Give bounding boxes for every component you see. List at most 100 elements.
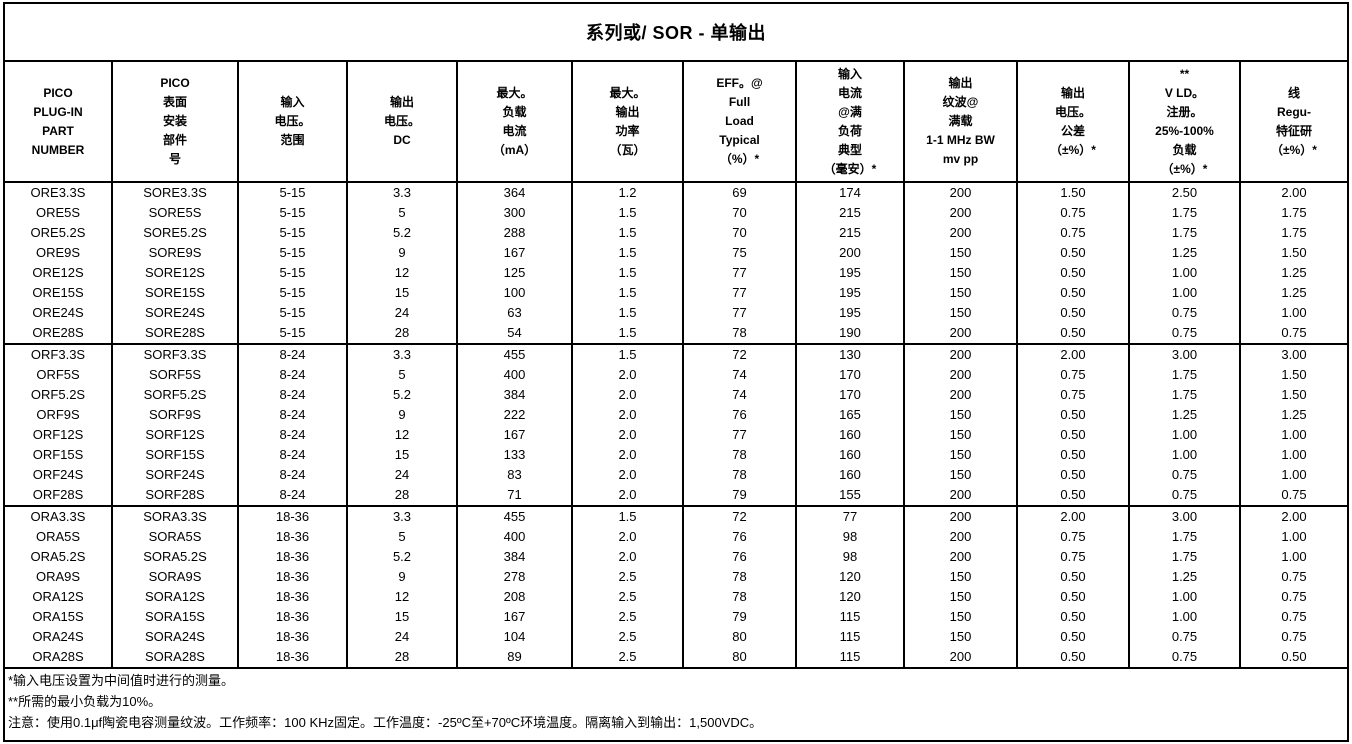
cell-output-ripple: 150 — [903, 567, 1017, 587]
cell-max-load-current: 167 — [456, 243, 572, 263]
cell-output-voltage-dc: 5.2 — [346, 547, 457, 567]
header-line: 号 — [168, 152, 181, 166]
cell-surface-mount-part-number: SORA5.2S — [111, 547, 238, 567]
cell-plug-in-part-number: ORF28S — [32, 487, 84, 502]
header-line: 范围 — [280, 133, 305, 147]
footnotes: *输入电压设置为中间值时进行的测量。 **所需的最小负载为10%。 注意：使用0… — [5, 669, 1347, 740]
cell-max-output-power: 1.5 — [571, 323, 683, 344]
cell-output-voltage-tolerance: 0.50 — [1016, 647, 1129, 668]
cell-max-output-power: 2.5 — [571, 587, 683, 607]
header-line: （毫安）* — [823, 161, 877, 176]
cell-line-regulation: 3.00 — [1239, 344, 1347, 365]
cell-line-regulation: 0.75 — [1239, 607, 1347, 627]
cell-efficiency-full-load: 75 — [682, 243, 796, 263]
cell-load-regulation: 2.50 — [1128, 182, 1240, 203]
cell-max-output-power: 2.0 — [571, 547, 683, 567]
cell-line-regulation: 0.75 — [1239, 567, 1347, 587]
cell-line-regulation: 0.75 — [1239, 587, 1347, 607]
cell-plug-in-part-number: ORA15S — [32, 609, 84, 624]
cell-output-voltage-tolerance: 0.50 — [1016, 485, 1129, 506]
cell-line-regulation: 0.50 — [1239, 647, 1347, 668]
cell-output-voltage-tolerance: 0.75 — [1016, 385, 1129, 405]
cell-line-regulation: 1.75 — [1239, 223, 1347, 243]
header-line: 最大。 — [496, 85, 533, 100]
header-line: 部件 — [162, 133, 187, 147]
cell-output-voltage-tolerance: 0.50 — [1016, 627, 1129, 647]
cell-surface-mount-part-number: SORE15S — [111, 283, 238, 303]
cell-output-voltage-dc: 28 — [346, 323, 457, 344]
cell-max-load-current: 83 — [456, 465, 572, 485]
cell-efficiency-full-load: 76 — [682, 405, 796, 425]
cell-load-regulation: 1.75 — [1128, 365, 1240, 385]
cell-efficiency-full-load: 76 — [682, 547, 796, 567]
header-line: Typical — [719, 133, 760, 147]
header-line: 特征研 — [1275, 123, 1312, 138]
cell-output-voltage-tolerance: 2.00 — [1016, 506, 1129, 527]
cell-line-regulation: 0.75 — [1239, 323, 1347, 344]
cell-line-regulation: 1.50 — [1239, 385, 1347, 405]
cell-efficiency-full-load: 78 — [682, 323, 796, 344]
cell-input-current-full-load: 215 — [795, 203, 904, 223]
cell-input-current-full-load: 98 — [795, 547, 904, 567]
table-row: ORE24S SORE24S 5-15 24 63 1.5 77 195 150 0.50 0.75… — [5, 303, 1347, 323]
cell-output-voltage-dc: 12 — [346, 425, 457, 445]
cell-output-ripple: 150 — [903, 445, 1017, 465]
cell-load-regulation: 1.75 — [1128, 223, 1240, 243]
column-header-plug-in-part-number: PICO PLUG-IN PART NUMBER — [5, 62, 112, 183]
cell-max-output-power: 1.5 — [571, 303, 683, 323]
cell-efficiency-full-load: 80 — [682, 647, 796, 668]
cell-surface-mount-part-number: SORE3.3S — [111, 182, 238, 203]
header-line: 满载 — [948, 114, 973, 128]
cell-plug-in-part-number: ORA28S — [32, 649, 84, 664]
cell-load-regulation: 3.00 — [1128, 506, 1240, 527]
table-row: ORA12S SORA12S 18-36 12 208 2.5 78 120 150 0.50 1.… — [5, 587, 1347, 607]
table-row: ORA28S SORA28S 18-36 28 89 2.5 80 115 200 0.50 0.7… — [5, 647, 1347, 668]
cell-max-load-current: 300 — [456, 203, 572, 223]
cell-surface-mount-part-number: SORE5S — [111, 203, 238, 223]
column-header-output-voltage-dc: 输出 电压。 DC — [346, 62, 457, 183]
column-header-max-load-current: 最大。 负载 电流 （mA） — [456, 62, 572, 183]
cell-max-load-current: 455 — [456, 506, 572, 527]
cell-plug-in-part-number: ORE9S — [35, 245, 81, 260]
cell-input-current-full-load: 115 — [795, 647, 904, 668]
table-row: ORF5.2S SORF5.2S 8-24 5.2 384 2.0 74 170 200 0.75… — [5, 385, 1347, 405]
cell-max-output-power: 2.0 — [571, 485, 683, 506]
header-line: 功率 — [615, 123, 640, 138]
header-line: 电压。 — [274, 114, 311, 128]
cell-line-regulation: 1.00 — [1239, 465, 1347, 485]
page-title: 系列或/ SOR - 单输出 — [5, 4, 1347, 62]
cell-output-voltage-tolerance: 0.50 — [1016, 323, 1129, 344]
cell-load-regulation: 1.75 — [1128, 385, 1240, 405]
cell-output-voltage-dc: 15 — [346, 607, 457, 627]
cell-input-current-full-load: 155 — [795, 485, 904, 506]
cell-input-voltage-range: 18-36 — [237, 567, 347, 587]
cell-load-regulation: 0.75 — [1128, 627, 1240, 647]
cell-output-voltage-dc: 28 — [346, 485, 457, 506]
table-row: ORE15S SORE15S 5-15 15 100 1.5 77 195 150 0.50 1.0… — [5, 283, 1347, 303]
cell-output-ripple: 150 — [903, 283, 1017, 303]
cell-plug-in-part-number: ORF15S — [32, 447, 84, 462]
table-row: ORE28S SORE28S 5-15 28 54 1.5 78 190 200 0.50 0.75… — [5, 323, 1347, 344]
header-line: 25%-100% — [1155, 123, 1214, 138]
cell-input-voltage-range: 8-24 — [237, 425, 347, 445]
cell-load-regulation: 1.00 — [1128, 445, 1240, 465]
cell-load-regulation: 1.25 — [1128, 405, 1240, 425]
cell-plug-in-part-number: ORE5S — [35, 205, 81, 220]
cell-plug-in-part-number: ORF5.2S — [30, 387, 86, 402]
cell-output-ripple: 200 — [903, 344, 1017, 365]
cell-surface-mount-part-number: SORA3.3S — [111, 506, 238, 527]
cell-input-voltage-range: 18-36 — [237, 587, 347, 607]
table-row: ORA9S SORA9S 18-36 9 278 2.5 78 120 150 0.50 1.25 0… — [5, 567, 1347, 587]
cell-output-voltage-tolerance: 1.50 — [1016, 182, 1129, 203]
cell-output-ripple: 200 — [903, 547, 1017, 567]
cell-load-regulation: 0.75 — [1128, 323, 1240, 344]
cell-plug-in-part-number: ORF5S — [36, 367, 80, 382]
cell-max-load-current: 288 — [456, 223, 572, 243]
cell-max-load-current: 384 — [456, 547, 572, 567]
table-row: ORF15S SORF15S 8-24 15 133 2.0 78 160 150 0.50 1.0… — [5, 445, 1347, 465]
cell-output-voltage-dc: 15 — [346, 445, 457, 465]
cell-output-voltage-tolerance: 0.50 — [1016, 405, 1129, 425]
cell-max-output-power: 1.5 — [571, 506, 683, 527]
cell-max-output-power: 1.5 — [571, 344, 683, 365]
